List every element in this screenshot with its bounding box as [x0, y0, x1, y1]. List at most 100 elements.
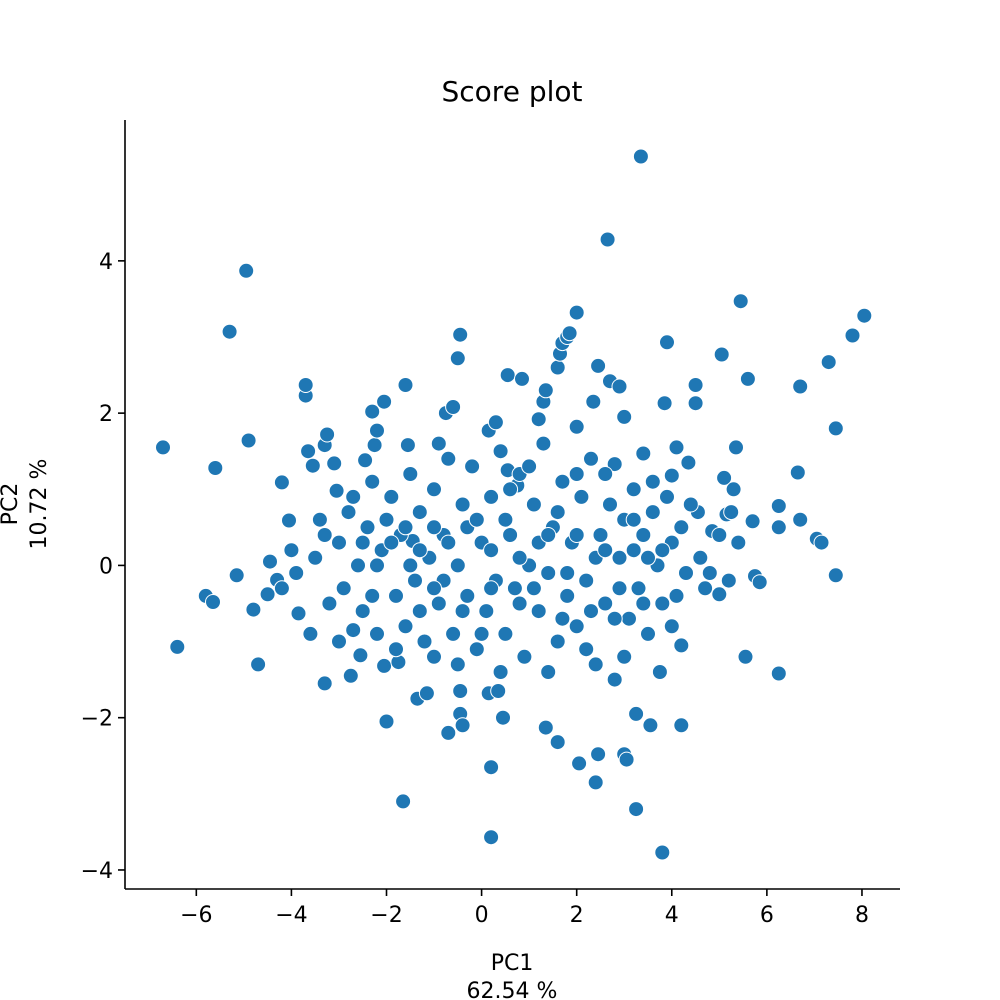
scatter-point — [492, 443, 509, 460]
scatter-point — [502, 527, 519, 543]
scatter-point — [590, 357, 607, 374]
x-tick-label: 6 — [760, 903, 774, 928]
scatter-point — [682, 496, 699, 513]
scatter-point — [418, 685, 435, 702]
scatter-point — [739, 370, 756, 387]
scatter-point — [273, 580, 290, 597]
scatter-point — [611, 378, 628, 395]
y-tick-label: 0 — [99, 554, 113, 579]
scatter-point — [687, 377, 704, 393]
scatter-point — [454, 717, 471, 734]
scatter-point — [611, 549, 628, 566]
scatter-point — [383, 534, 400, 551]
scatter-point — [426, 481, 442, 498]
scatter-point — [245, 601, 262, 618]
scatter-point — [590, 746, 607, 763]
scatter-point — [449, 557, 466, 574]
scatter-point — [711, 527, 728, 543]
scatter-point — [635, 527, 652, 543]
scatter-point — [302, 625, 319, 642]
scatter-point — [495, 709, 511, 726]
scatter-point — [571, 755, 588, 772]
scatter-point — [426, 580, 442, 597]
scatter-point — [559, 565, 576, 581]
scatter-point — [416, 633, 433, 650]
scatter-point — [207, 460, 224, 476]
scatter-point — [205, 594, 221, 610]
scatter-point — [411, 542, 428, 559]
scatter-point — [454, 603, 471, 620]
scatter-point — [697, 580, 714, 597]
scatter-point — [511, 595, 528, 612]
scatter-point — [340, 504, 357, 521]
scatter-point — [737, 648, 754, 665]
scatter-point — [827, 567, 844, 584]
x-tick-label: −2 — [370, 903, 402, 928]
scatter-point — [602, 496, 618, 513]
scatter-point — [331, 534, 347, 551]
scatter-point — [630, 580, 647, 597]
scatter-point — [228, 567, 245, 584]
scatter-point — [499, 367, 516, 384]
scatter-point — [568, 527, 585, 543]
scatter-point — [720, 572, 737, 589]
scatter-point — [628, 705, 645, 722]
scatter-point — [611, 580, 628, 597]
scatter-point — [345, 622, 362, 639]
scatter-point — [568, 466, 585, 482]
scatter-point — [561, 325, 578, 342]
scatter-point — [352, 647, 369, 664]
scatter-point — [316, 527, 333, 543]
scatter-point — [502, 481, 519, 498]
scatter-point — [304, 457, 321, 474]
scatter-point — [397, 377, 414, 393]
scatter-point — [402, 466, 419, 482]
scatter-point — [549, 734, 566, 751]
scatter-point — [549, 359, 566, 376]
scatter-point — [364, 587, 381, 604]
scatter-point — [549, 504, 566, 521]
scatter-point — [364, 473, 381, 490]
scatter-point — [328, 482, 345, 499]
scatter-point — [169, 638, 186, 655]
scatter-point — [376, 657, 393, 674]
scatter-point — [411, 603, 428, 620]
x-tick-label: 4 — [665, 903, 679, 928]
scatter-point — [430, 435, 447, 452]
scatter-point — [628, 801, 645, 818]
scatter-point — [792, 511, 809, 528]
scatter-point — [640, 625, 656, 642]
scatter-point — [240, 432, 257, 449]
scatter-point — [587, 774, 604, 791]
scatter-point — [568, 418, 585, 435]
scatter-point — [478, 603, 495, 620]
scatter-point — [440, 534, 457, 551]
scatter-point — [454, 496, 471, 513]
scatter-point — [554, 610, 571, 627]
scatter-point — [535, 435, 552, 452]
scatter-point — [573, 488, 590, 505]
scatter-point — [654, 844, 671, 861]
scatter-point — [345, 488, 362, 505]
scatter-point — [238, 262, 255, 279]
scatter-point — [388, 641, 404, 658]
scatter-point — [537, 719, 554, 736]
scatter-point — [316, 675, 333, 692]
scatter-point — [283, 542, 300, 559]
scatter-point — [516, 648, 533, 665]
scatter-point — [701, 565, 718, 581]
scatter-point — [490, 683, 507, 699]
scatter-point — [654, 542, 671, 559]
scatter-point — [540, 527, 557, 543]
scatter-point — [635, 595, 652, 612]
scatter-point — [390, 654, 407, 671]
scatter-point — [483, 829, 500, 846]
scatter-point — [827, 420, 844, 437]
scatter-point — [663, 618, 680, 635]
scatter-point — [402, 557, 419, 574]
scatter-point — [449, 350, 466, 367]
scatter-point — [820, 354, 837, 371]
scatter-point — [445, 399, 462, 415]
y-axis-label: PC2 — [0, 483, 23, 526]
scatter-point — [497, 625, 514, 642]
